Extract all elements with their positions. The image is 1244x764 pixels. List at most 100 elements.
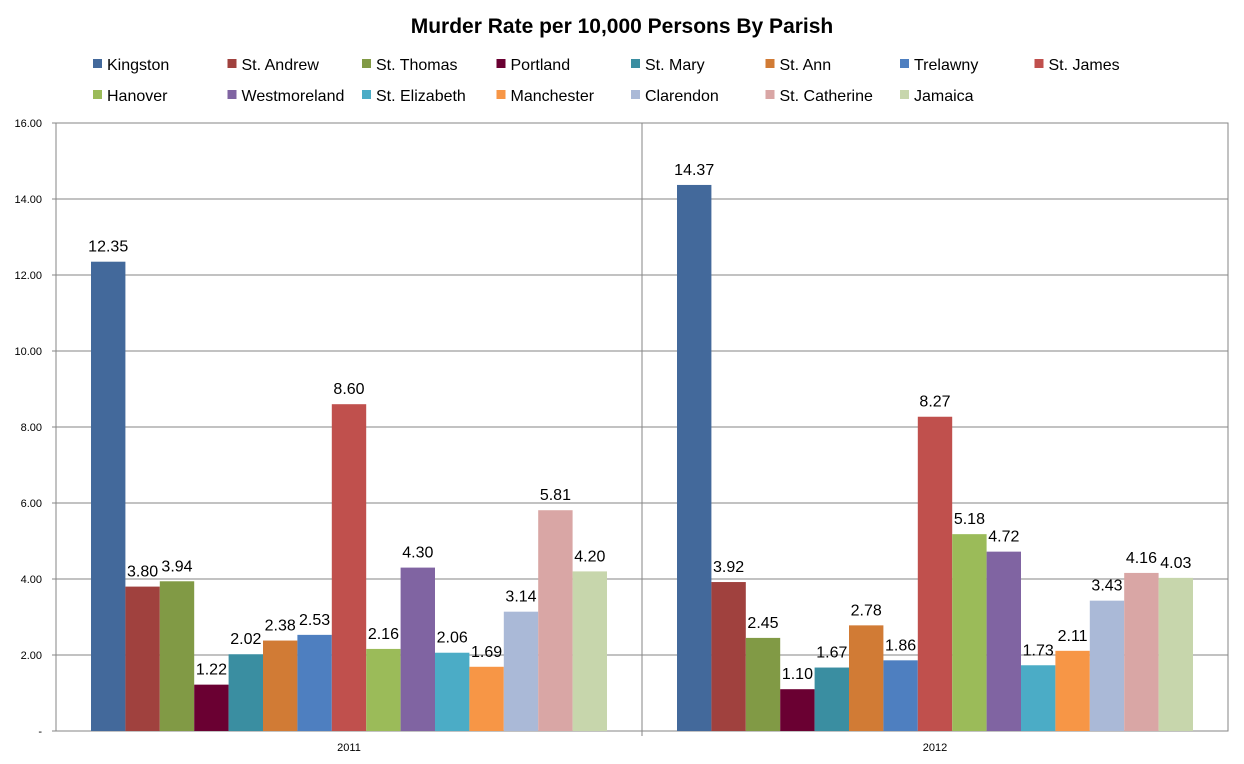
- bar-kingston-2011: [91, 261, 126, 731]
- bar-hanover-2011: [366, 648, 401, 731]
- data-label-manchester-2012: 2.11: [1058, 628, 1088, 645]
- bar-westmoreland-2011: [400, 567, 435, 731]
- legend-swatch-hanover: [93, 90, 102, 99]
- data-labels: 12.35 3.80 3.94 1.222.022.38 2.53 8.60 2.16 4.3…: [88, 162, 1191, 683]
- bar-st-elizabeth-2011: [435, 652, 470, 731]
- data-label-st-ann-2012: 2.78: [851, 602, 882, 619]
- legend-label-westmoreland: Westmoreland: [242, 88, 345, 105]
- y-tick-label-2: 4.00: [21, 574, 42, 586]
- bar-clarendon-2012: [1089, 600, 1125, 731]
- legend-swatch-trelawny: [900, 59, 909, 68]
- plot-area: - 2.00 4.00 6.00 8.00 10.00 12.00 14.00 16.00 12.…: [14, 118, 1229, 754]
- data-label-kingston-2012: 14.37: [674, 162, 714, 179]
- data-label-st-mary-2012: 1.67: [816, 645, 847, 662]
- bar-jamaica-2012: [1158, 577, 1193, 731]
- legend-swatch-st-elizabeth: [362, 90, 371, 99]
- legend-label-st-mary: St. Mary: [645, 57, 705, 74]
- bar-portland-2011: [194, 684, 229, 731]
- bar-st-james-2011: [331, 404, 367, 731]
- y-tick-label-0: -: [38, 726, 42, 738]
- legend-swatch-st-andrew: [227, 59, 237, 68]
- bar-jamaica-2011: [572, 571, 607, 731]
- data-label-st-elizabeth-2012: 1.73: [1023, 642, 1054, 659]
- bar-trelawny-2011: [297, 634, 332, 731]
- bar-st-james-2012: [917, 416, 953, 731]
- y-tick-label-3: 6.00: [21, 498, 42, 510]
- bar-portland-2012: [780, 689, 815, 731]
- data-label-st-james-2011: 8.60: [333, 381, 364, 398]
- legend-label-st-thomas: St. Thomas: [376, 57, 458, 74]
- data-label-st-andrew-2011: 3.80: [127, 564, 158, 581]
- legend-swatch-portland: [496, 59, 506, 68]
- data-label-st-mary-2011: 2.02: [230, 631, 261, 648]
- bars: [91, 184, 1193, 731]
- data-label-westmoreland-2012: 4.72: [988, 529, 1019, 546]
- y-tick-label-5: 10.00: [14, 346, 42, 358]
- legend-swatch-st-thomas: [362, 59, 371, 68]
- data-label-kingston-2011: 12.35: [88, 239, 128, 256]
- legend-swatch-kingston: [93, 59, 102, 68]
- legend-label-clarendon: Clarendon: [645, 88, 719, 105]
- legend-swatch-st-james: [1034, 59, 1044, 68]
- data-label-clarendon-2011: 3.14: [505, 589, 536, 606]
- legend-label-st-elizabeth: St. Elizabeth: [376, 88, 466, 105]
- y-tick-label-6: 12.00: [14, 270, 42, 282]
- bar-hanover-2012: [952, 534, 987, 731]
- bar-manchester-2012: [1055, 650, 1090, 731]
- data-label-st-ann-2011: 2.38: [265, 618, 296, 635]
- data-label-st-thomas-2011: 3.94: [161, 558, 192, 575]
- data-label-st-catherine-2012: 4.16: [1126, 550, 1157, 567]
- bar-st-ann-2012: [849, 625, 884, 731]
- data-label-portland-2012: 1.10: [782, 666, 813, 683]
- legend-swatch-manchester: [496, 90, 506, 99]
- bar-st-mary-2011: [228, 654, 263, 731]
- legend-swatch-jamaica: [900, 90, 909, 99]
- bar-clarendon-2011: [503, 611, 539, 731]
- bar-st-catherine-2011: [538, 510, 573, 731]
- bar-westmoreland-2012: [986, 551, 1021, 731]
- y-tick-label-8: 16.00: [14, 118, 42, 130]
- data-label-portland-2011: 1.22: [196, 662, 227, 679]
- bar-st-catherine-2012: [1124, 572, 1159, 731]
- data-label-manchester-2011: 1.69: [471, 644, 502, 661]
- legend-label-st-james: St. James: [1049, 57, 1120, 74]
- legend-swatch-st-catherine: [765, 90, 775, 99]
- bar-st-andrew-2011: [125, 586, 160, 731]
- legend: Kingston St. Andrew St. Thomas Portland St. …: [93, 57, 1120, 105]
- bar-st-elizabeth-2012: [1021, 665, 1056, 731]
- data-label-hanover-2012: 5.18: [954, 511, 985, 528]
- y-tick-label-4: 8.00: [21, 422, 42, 434]
- legend-label-st-catherine: St. Catherine: [780, 88, 873, 105]
- data-label-trelawny-2012: 1.86: [885, 637, 916, 654]
- x-category-label-2012: 2012: [923, 742, 947, 754]
- bar-manchester-2011: [469, 666, 504, 731]
- bar-st-andrew-2012: [711, 582, 746, 731]
- x-category-label-2011: 2011: [337, 742, 361, 754]
- bar-st-thomas-2011: [159, 581, 195, 731]
- data-label-st-catherine-2011: 5.81: [540, 487, 571, 504]
- data-label-jamaica-2012: 4.03: [1160, 555, 1191, 572]
- legend-swatch-st-mary: [631, 59, 640, 68]
- y-tick-label-1: 2.00: [21, 650, 42, 662]
- data-label-jamaica-2011: 4.20: [574, 548, 605, 565]
- legend-label-portland: Portland: [511, 57, 571, 74]
- data-label-westmoreland-2011: 4.30: [402, 545, 433, 562]
- bar-kingston-2012: [677, 184, 712, 731]
- bar-trelawny-2012: [883, 660, 918, 731]
- legend-label-trelawny: Trelawny: [914, 57, 978, 74]
- legend-swatch-st-ann: [765, 59, 775, 68]
- y-tick-label-7: 14.00: [14, 194, 42, 206]
- legend-label-st-andrew: St. Andrew: [242, 57, 320, 74]
- data-label-st-thomas-2012: 2.45: [747, 615, 778, 632]
- data-label-st-james-2012: 8.27: [919, 394, 950, 411]
- bar-st-thomas-2012: [745, 637, 781, 731]
- legend-swatch-westmoreland: [227, 90, 237, 99]
- legend-label-kingston: Kingston: [107, 57, 169, 74]
- legend-label-st-ann: St. Ann: [780, 57, 832, 74]
- bar-st-ann-2011: [263, 640, 298, 731]
- data-label-clarendon-2012: 3.43: [1091, 578, 1122, 595]
- chart-title: Murder Rate per 10,000 Persons By Parish: [411, 15, 834, 38]
- data-label-hanover-2011: 2.16: [368, 626, 399, 643]
